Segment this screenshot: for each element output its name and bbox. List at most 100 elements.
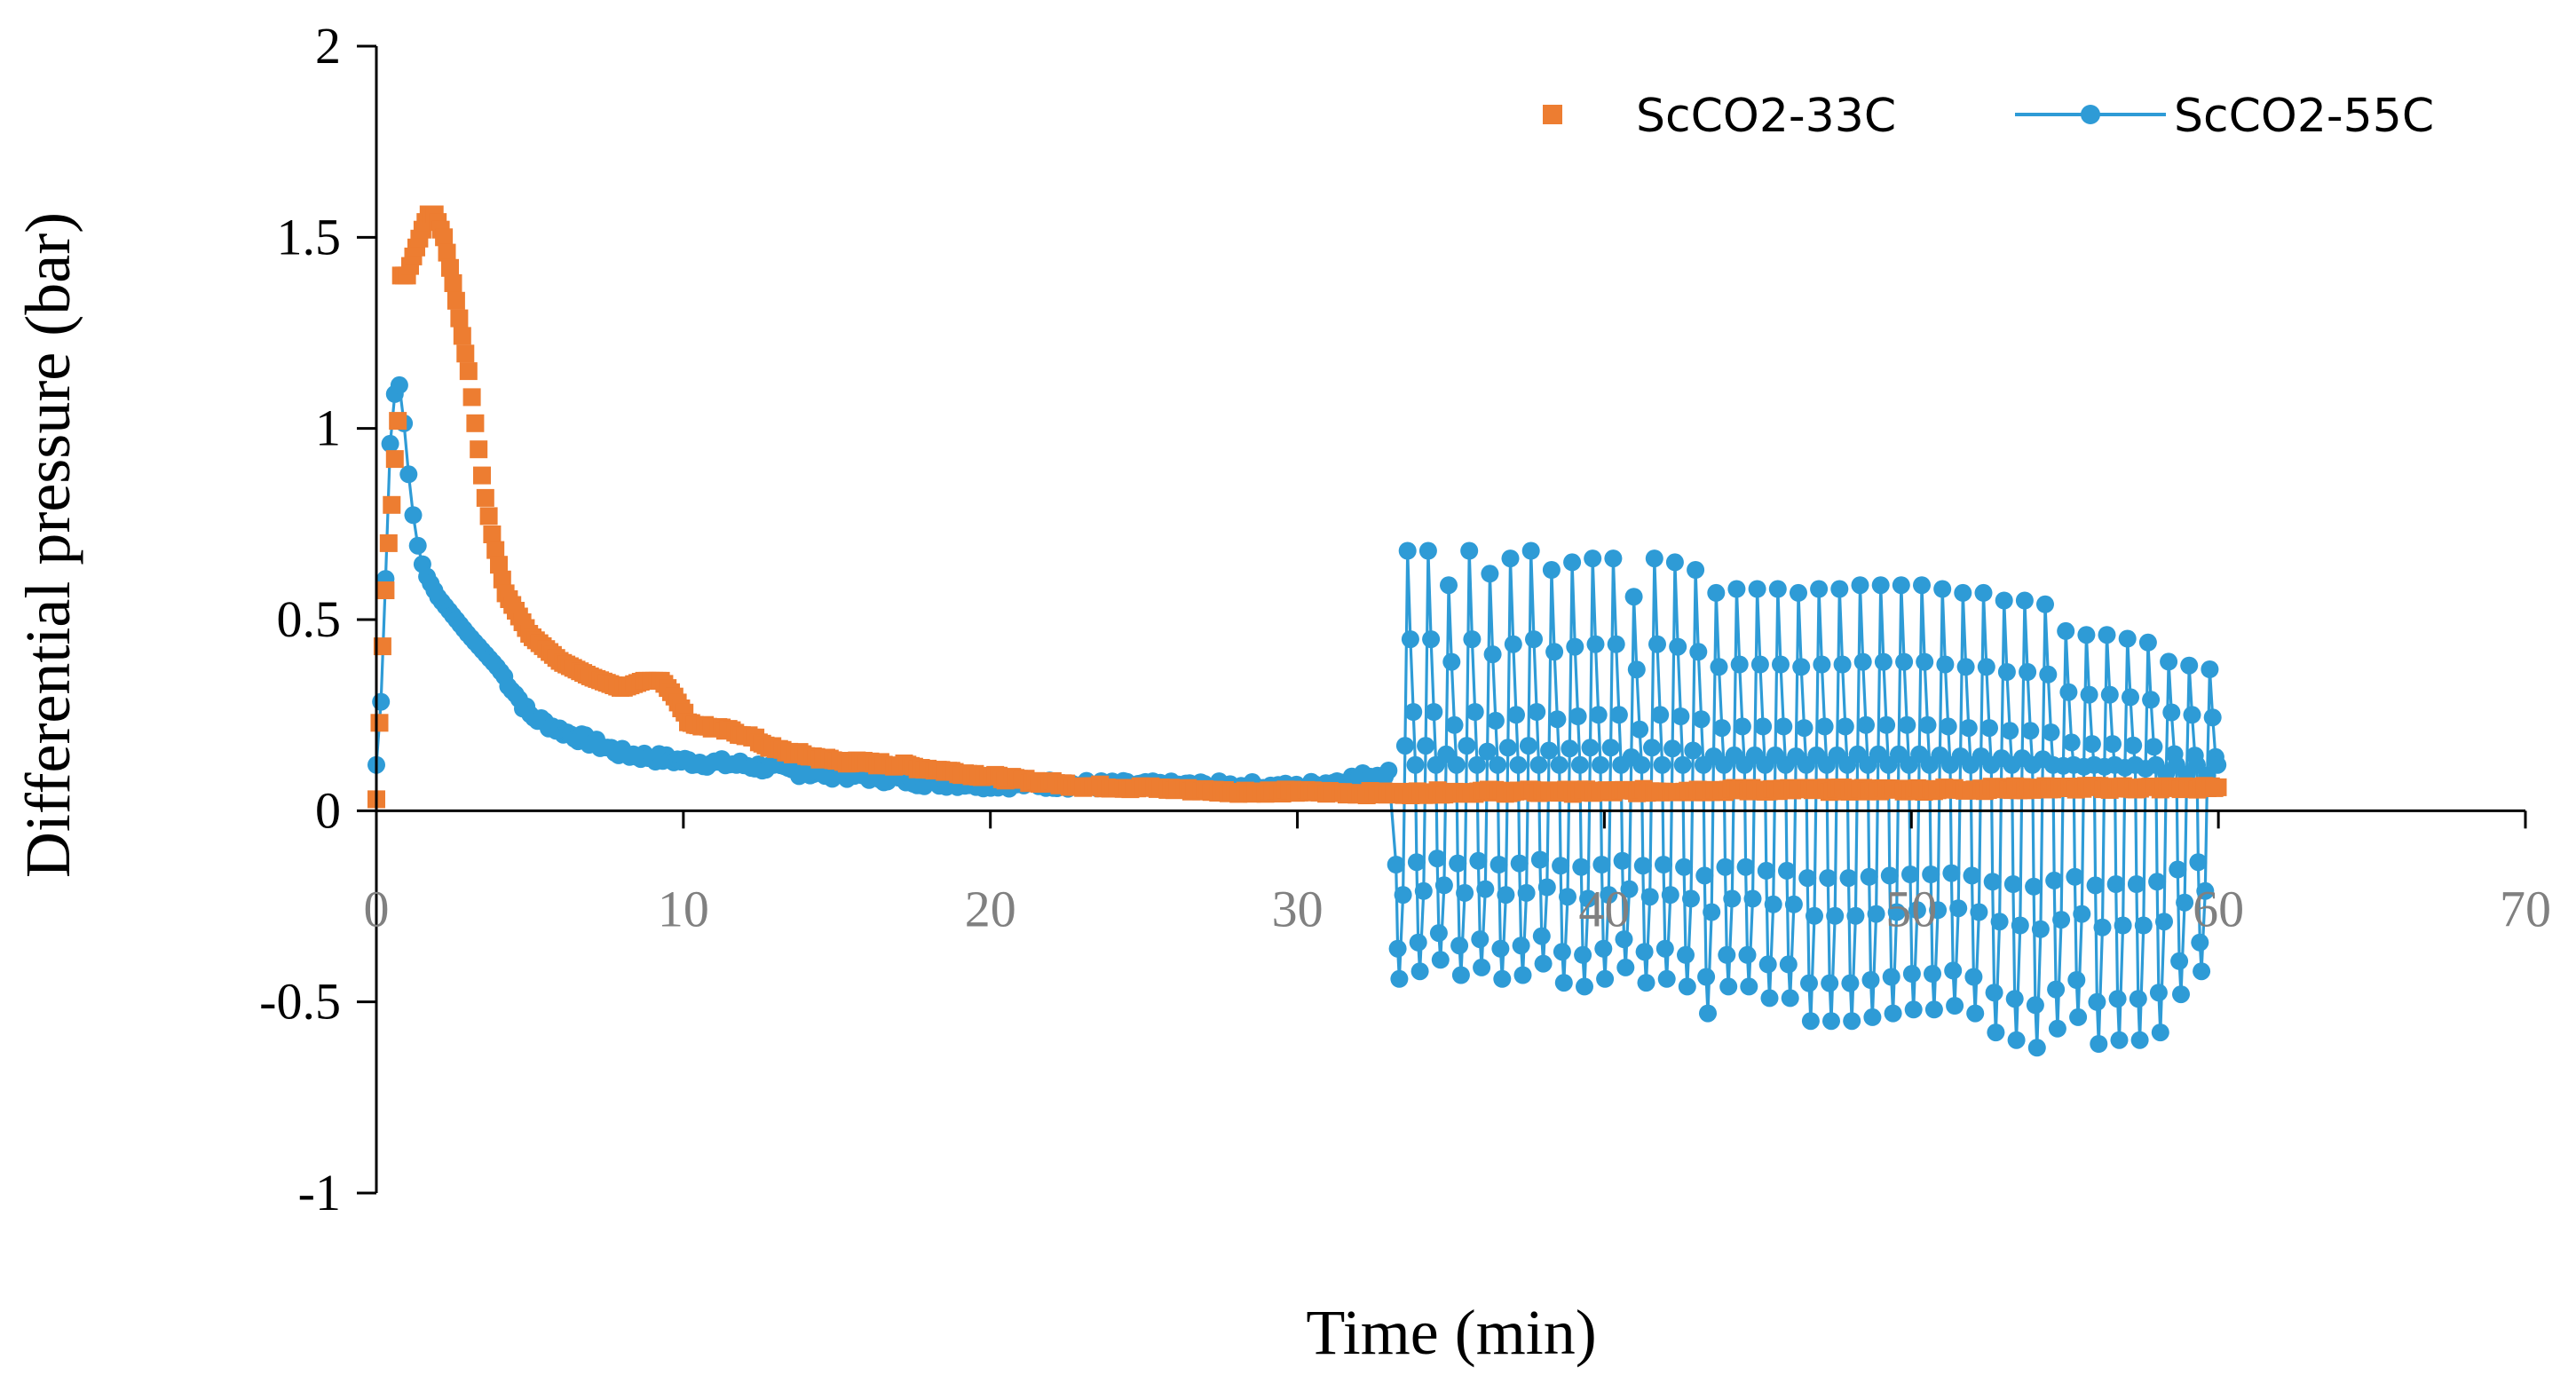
data-point-ScCO2-55C [1624, 588, 1643, 606]
data-point-ScCO2-33C [441, 258, 459, 277]
y-tick-label: 1.5 [277, 208, 342, 265]
data-point-ScCO2-55C [1655, 856, 1672, 873]
data-point-ScCO2-55C [2142, 691, 2161, 709]
data-point-ScCO2-55C [1750, 655, 1769, 674]
data-point-ScCO2-55C [1977, 658, 1995, 676]
data-point-ScCO2-55C [2067, 971, 2086, 989]
data-point-ScCO2-55C [2062, 733, 2081, 752]
legend-label-blue: ScCO2-55C [2174, 90, 2434, 143]
data-point-ScCO2-55C [1707, 583, 1726, 602]
data-point-ScCO2-55C [2001, 722, 2019, 740]
legend-marker-blue [2081, 105, 2100, 124]
y-tick-labels: -1 -0.5 0 0.5 1 1.5 2 [259, 17, 341, 1221]
data-point-ScCO2-55C [1532, 927, 1551, 945]
data-point-ScCO2-55C [1609, 706, 1628, 724]
data-point-ScCO2-55C [1456, 883, 1474, 902]
data-point-ScCO2-55C [1843, 1012, 1861, 1031]
data-point-ScCO2-55C [1394, 886, 1412, 905]
data-point-ScCO2-55C [1839, 869, 1858, 888]
data-point-ScCO2-55C [2106, 875, 2125, 893]
data-point-ScCO2-55C [1468, 755, 1486, 774]
data-point-ScCO2-55C [1913, 576, 1931, 595]
data-point-ScCO2-55C [1929, 901, 1948, 920]
axes-group [357, 44, 2527, 1195]
data-point-ScCO2-55C [1481, 565, 1499, 583]
data-point-ScCO2-55C [1572, 857, 1591, 876]
data-point-ScCO2-55C [1601, 739, 1620, 757]
data-point-ScCO2-55C [1933, 580, 1952, 598]
data-point-ScCO2-55C [1956, 658, 1975, 676]
x-tick-labels: 0 10 20 30 40 50 60 70 [364, 880, 2552, 937]
data-point-ScCO2-55C [2082, 735, 2101, 754]
data-point-ScCO2-55C [1471, 930, 1489, 949]
data-point-ScCO2-55C [1548, 710, 1567, 729]
data-point-ScCO2-55C [1671, 707, 1690, 725]
data-point-ScCO2-55C [1736, 857, 1755, 876]
data-point-ScCO2-55C [1519, 737, 1537, 755]
data-point-ScCO2-55C [1483, 645, 1502, 664]
data-point-ScCO2-55C [1833, 655, 1852, 674]
data-point-ScCO2-55C [2093, 918, 2112, 936]
data-point-ScCO2-55C [1584, 549, 1602, 568]
data-point-ScCO2-55C [1553, 943, 1571, 961]
data-point-ScCO2-55C [1552, 857, 1570, 875]
data-point-ScCO2-55C [1581, 739, 1600, 757]
data-point-ScCO2-55C [2162, 703, 2181, 722]
data-point-ScCO2-55C [2005, 990, 2024, 1008]
data-point-ScCO2-55C [1904, 1000, 1923, 1019]
data-point-ScCO2-55C [2059, 683, 2078, 701]
data-point-ScCO2-55C [1880, 866, 1899, 885]
data-point-ScCO2-55C [1754, 717, 1773, 736]
legend: ScCO2-33C ScCO2-55C [1543, 90, 2434, 143]
y-axis-title: Differential pressure (bar) [12, 212, 83, 878]
data-point-ScCO2-55C [2149, 984, 2168, 1002]
data-point-ScCO2-55C [1576, 977, 1593, 996]
data-point-ScCO2-55C [1908, 901, 1926, 920]
data-point-ScCO2-55C [1946, 997, 1964, 1015]
data-point-ScCO2-55C [1730, 655, 1749, 674]
data-point-ScCO2-55C [2036, 595, 2054, 613]
data-point-ScCO2-55C [1822, 1012, 1840, 1031]
data-point-ScCO2-55C [1529, 755, 1548, 774]
data-point-ScCO2-55C [2118, 629, 2137, 648]
data-point-ScCO2-55C [1579, 889, 1598, 908]
data-point-ScCO2-33C [2209, 778, 2227, 796]
data-point-ScCO2-55C [1510, 854, 1529, 873]
data-point-ScCO2-55C [2048, 1019, 2066, 1038]
data-point-ScCO2-55C [1497, 886, 1515, 905]
data-point-ScCO2-33C [473, 466, 491, 485]
data-point-ScCO2-55C [1743, 889, 1762, 908]
data-point-ScCO2-33C [470, 440, 488, 459]
data-point-ScCO2-33C [435, 228, 454, 247]
data-point-ScCO2-55C [1810, 580, 1829, 598]
data-point-ScCO2-55C [2203, 708, 2222, 727]
data-point-ScCO2-55C [1398, 541, 1417, 560]
data-point-ScCO2-55C [1815, 717, 1834, 736]
data-point-ScCO2-55C [1801, 1012, 1820, 1031]
data-point-ScCO2-55C [1528, 703, 1546, 721]
data-point-ScCO2-55C [2130, 1031, 2149, 1049]
data-point-ScCO2-55C [1675, 857, 1694, 876]
data-point-ScCO2-55C [1985, 984, 2003, 1002]
legend-label-orange: ScCO2-33C [1636, 90, 1896, 143]
data-point-ScCO2-55C [2201, 660, 2219, 678]
data-point-ScCO2-55C [1778, 861, 1796, 880]
data-point-ScCO2-55C [1395, 737, 1414, 755]
data-point-ScCO2-55C [1677, 945, 1695, 964]
data-point-ScCO2-55C [2039, 665, 2058, 684]
data-point-ScCO2-55C [2138, 633, 2157, 652]
data-point-ScCO2-55C [1451, 966, 1470, 984]
x-tick-label: 0 [364, 880, 390, 937]
data-point-ScCO2-55C [1922, 865, 1940, 883]
data-point-ScCO2-55C [1414, 881, 1433, 900]
data-point-ScCO2-55C [1434, 876, 1453, 895]
data-point-ScCO2-55C [1723, 889, 1742, 908]
data-point-ScCO2-55C [1466, 703, 1484, 721]
data-point-ScCO2-55C [2015, 591, 2034, 610]
data-point-ScCO2-55C [1632, 755, 1651, 774]
data-point-ScCO2-55C [1882, 968, 1900, 986]
data-point-ScCO2-55C [1407, 853, 1426, 872]
data-point-ScCO2-33C [493, 570, 511, 589]
data-point-ScCO2-55C [1790, 583, 1807, 602]
data-point-ScCO2-33C [370, 714, 389, 732]
